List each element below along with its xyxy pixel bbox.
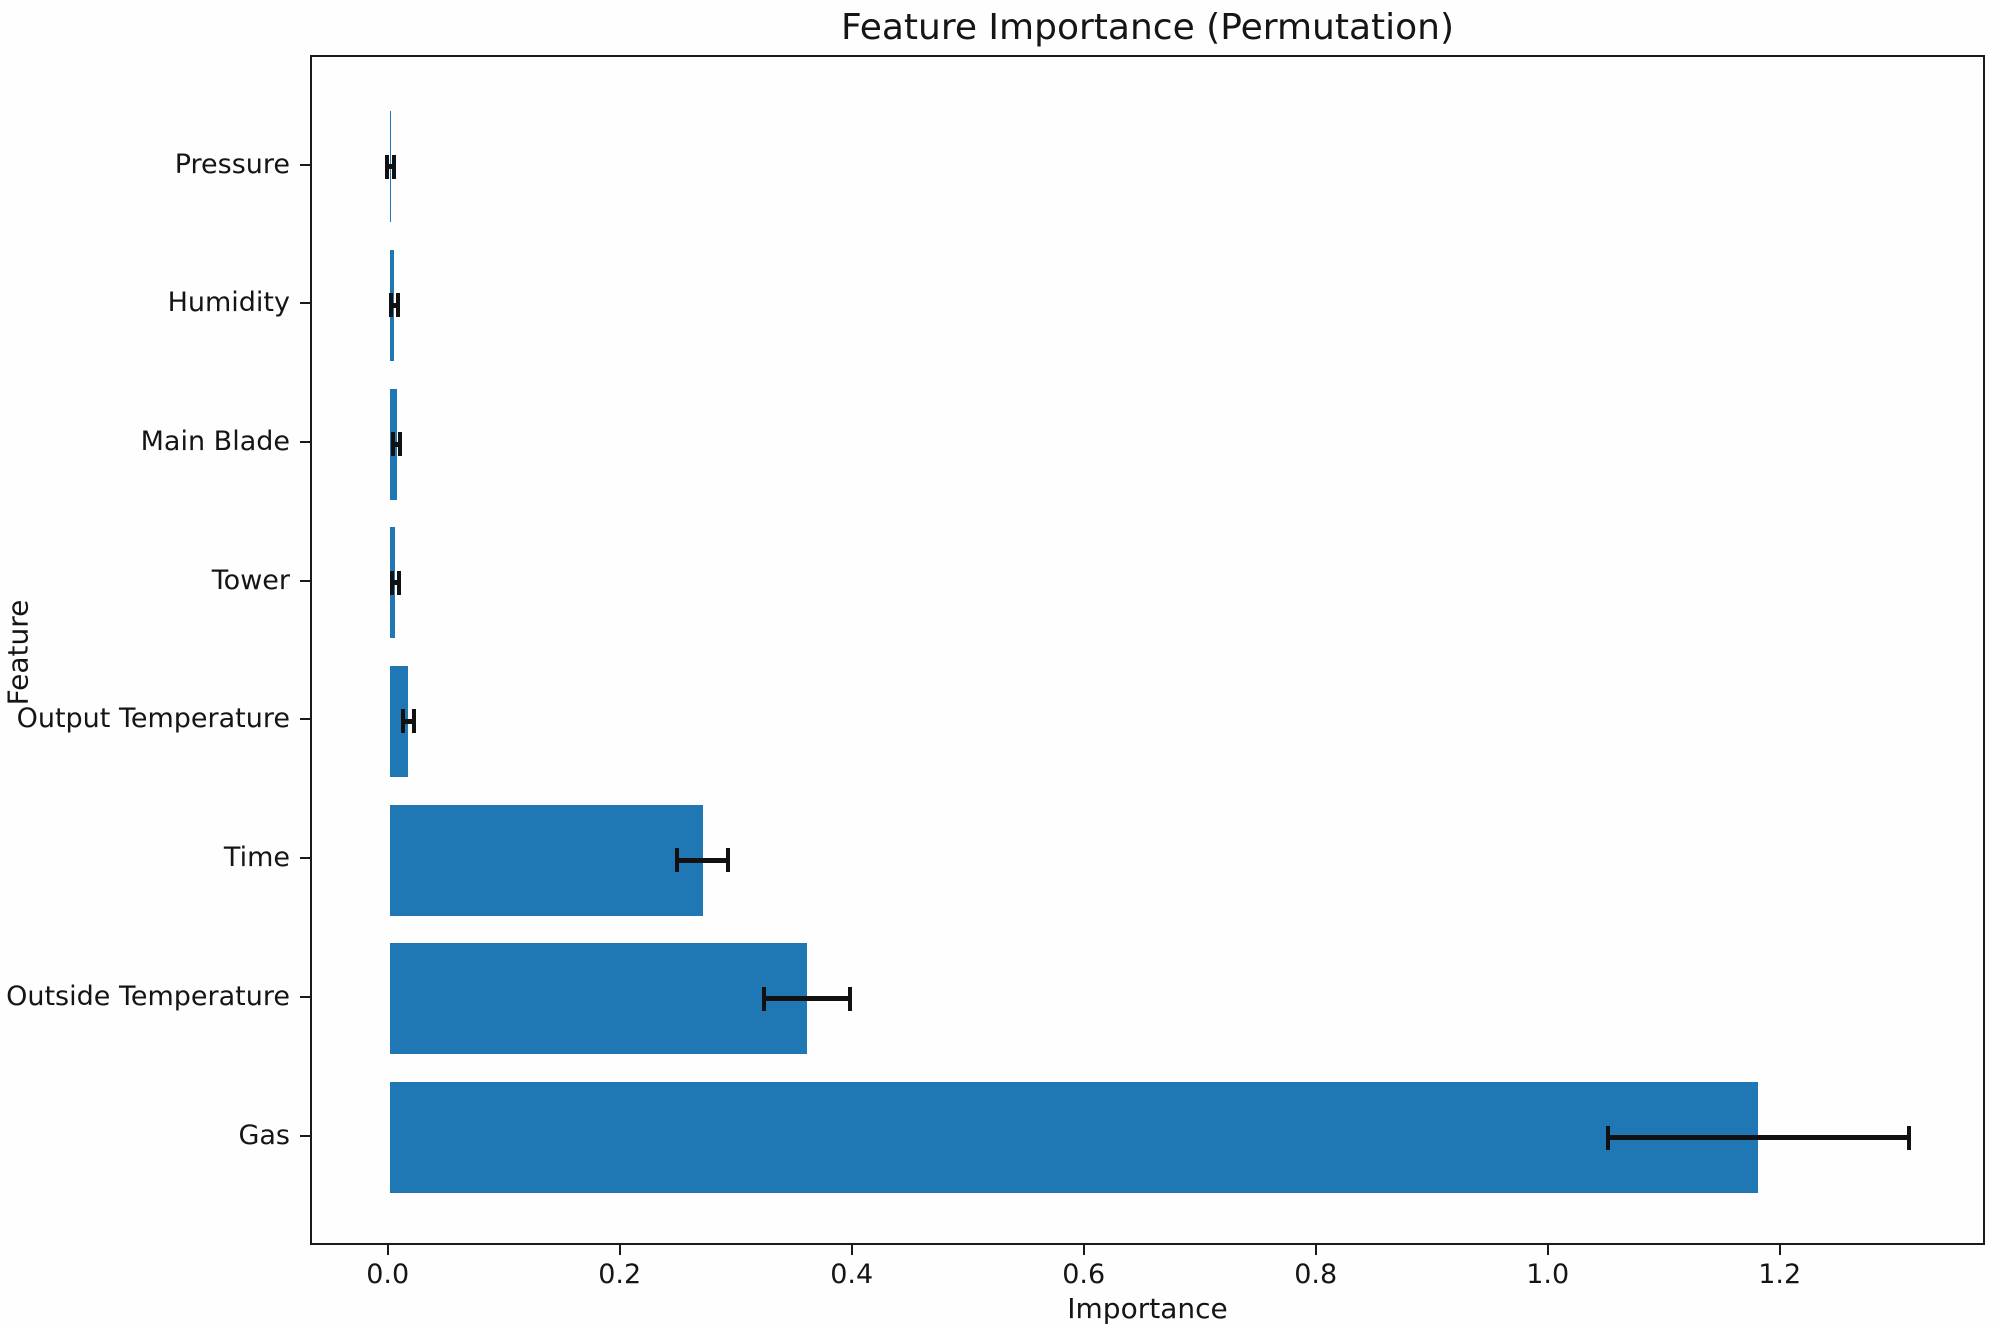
error-cap-left-time [675,848,680,873]
plot-area [310,55,1985,1245]
y-tick-pressure [300,163,310,166]
error-cap-right-pressure [392,154,397,179]
x-tick-label-1.0: 1.0 [1526,1259,1570,1290]
y-tick-time [300,857,310,860]
bar-time [389,804,703,916]
y-tick-humidity [300,302,310,305]
chart-title: Feature Importance (Permutation) [840,7,1455,48]
x-tick-label-0.6: 0.6 [1062,1259,1106,1290]
error-bar-pressure [387,164,395,170]
x-tick-1.0 [1546,1245,1549,1255]
x-axis-title: Importance [1067,1292,1228,1325]
bar-output-temperature [389,665,409,777]
y-tick-tower [300,579,310,582]
x-tick-0.4 [850,1245,853,1255]
x-tick-0.6 [1082,1245,1085,1255]
x-tick-1.2 [1778,1245,1781,1255]
x-tick-0.2 [618,1245,621,1255]
error-cap-left-gas [1605,1125,1610,1150]
x-tick-label-1.2: 1.2 [1758,1259,1802,1290]
error-bar-outside-temperature [764,996,851,1002]
error-cap-left-tower [390,570,394,595]
error-bar-humidity [390,302,398,308]
y-tick-label-outside-temperature: Outside Temperature [6,980,290,1012]
x-tick-0.0 [386,1245,389,1255]
y-tick-main-blade [300,441,310,443]
error-cap-left-main-blade [391,432,396,456]
error-cap-right-time [726,848,731,873]
error-bar-output-temperature [402,718,415,724]
error-cap-right-gas [1907,1125,1912,1150]
x-tick-0.8 [1314,1245,1317,1255]
error-bar-tower [392,580,399,586]
y-tick-label-pressure: Pressure [174,148,290,180]
y-axis-title: Feature [1,599,35,706]
error-bar-time [677,857,729,863]
error-cap-right-outside-temperature [848,986,853,1011]
error-cap-right-humidity [395,293,400,318]
error-cap-right-main-blade [398,432,403,456]
error-cap-right-output-temperature [412,709,417,734]
y-tick-label-time: Time [223,842,290,874]
x-tick-label-0.8: 0.8 [1294,1259,1338,1290]
y-tick-label-output-temperature: Output Temperature [16,703,290,735]
x-tick-label-0.2: 0.2 [598,1259,642,1290]
x-tick-label-0.0: 0.0 [366,1259,410,1290]
error-cap-left-pressure [385,154,390,179]
error-cap-left-outside-temperature [762,986,767,1011]
bar-gas [389,1082,1759,1193]
bar-outside-temperature [389,943,808,1055]
y-tick-label-humidity: Humidity [167,287,290,319]
error-cap-right-tower [397,570,401,595]
error-cap-left-output-temperature [400,709,405,734]
y-tick-gas [300,1134,310,1137]
y-tick-label-gas: Gas [238,1119,290,1151]
y-tick-outside-temperature [300,995,310,998]
y-tick-label-tower: Tower [211,564,290,596]
y-tick-label-main-blade: Main Blade [140,426,290,457]
error-bar-main-blade [393,441,401,447]
error-bar-gas [1607,1135,1910,1140]
x-tick-label-0.4: 0.4 [830,1259,874,1290]
error-cap-left-humidity [388,293,393,318]
y-tick-output-temperature [300,718,310,721]
